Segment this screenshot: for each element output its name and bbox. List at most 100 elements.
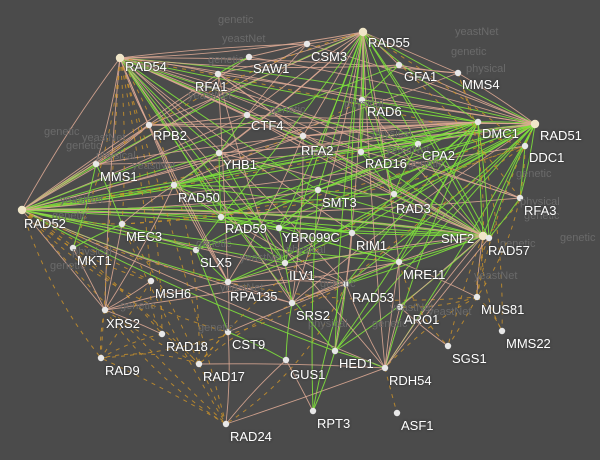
edge-physical[interactable]	[217, 73, 229, 283]
edge-physical[interactable]	[361, 99, 484, 237]
edge-coexpression[interactable]	[284, 123, 536, 264]
edge-coexpression[interactable]	[519, 123, 536, 199]
node-label-mms4[interactable]: MMS4	[462, 77, 500, 92]
node-label-mms1[interactable]: MMS1	[100, 169, 138, 184]
edge-coexpression[interactable]	[218, 152, 286, 264]
node-rad17[interactable]	[195, 360, 203, 368]
edge-predicted[interactable]	[119, 57, 152, 282]
node-mre11[interactable]	[395, 258, 403, 266]
node-label-ddc1[interactable]: DDC1	[529, 150, 565, 165]
node-xrs2[interactable]	[101, 306, 109, 314]
edge-physical[interactable]	[291, 235, 484, 304]
edge-physical[interactable]	[384, 306, 401, 369]
edge-coexpression[interactable]	[393, 143, 419, 195]
node-ddc1[interactable]	[521, 142, 529, 150]
node-label-mus81[interactable]: MUS81	[481, 302, 525, 317]
node-label-rad57[interactable]: RAD57	[488, 243, 530, 258]
node-label-rfa1[interactable]: RFA1	[195, 79, 228, 94]
edge-physical[interactable]	[334, 283, 347, 352]
node-label-rim1[interactable]: RIM1	[356, 238, 388, 253]
node-ilv1[interactable]	[281, 259, 289, 267]
node-label-rad51[interactable]: RAD51	[540, 128, 582, 143]
edge-physical[interactable]	[173, 135, 304, 186]
edge-physical[interactable]	[227, 281, 293, 304]
edge-coexpression[interactable]	[317, 189, 395, 195]
edge-physical[interactable]	[291, 283, 347, 304]
edge-physical[interactable]	[362, 31, 459, 74]
node-slx5[interactable]	[192, 246, 200, 254]
edge-coexpression[interactable]	[220, 216, 353, 234]
node-rfa2[interactable]	[299, 132, 307, 140]
node-label-rad53[interactable]: RAD53	[352, 290, 394, 305]
edge-coexpression[interactable]	[284, 262, 293, 304]
edge-coexpression[interactable]	[119, 57, 419, 145]
node-rad57[interactable]	[485, 234, 493, 242]
node-aro1[interactable]	[396, 303, 404, 311]
edge-coexpression[interactable]	[345, 121, 479, 285]
node-msh6[interactable]	[147, 277, 155, 285]
edge-coexpression[interactable]	[220, 31, 364, 218]
edge-physical[interactable]	[104, 281, 229, 311]
edge-coexpression[interactable]	[119, 57, 336, 352]
edge-physical[interactable]	[104, 261, 400, 311]
node-label-msh6[interactable]: MSH6	[155, 286, 192, 301]
edge-predicted[interactable]	[447, 296, 478, 347]
edge-coexpression[interactable]	[351, 121, 479, 234]
node-rdh54[interactable]	[381, 364, 389, 372]
edge-coexpression[interactable]	[488, 123, 536, 239]
node-label-rad24[interactable]: RAD24	[230, 429, 272, 444]
edge-physical[interactable]	[119, 57, 347, 285]
edge-physical[interactable]	[104, 280, 152, 311]
edge-coexpression[interactable]	[360, 151, 395, 195]
edge-predicted[interactable]	[150, 280, 163, 335]
edge-coexpression[interactable]	[317, 189, 484, 237]
edge-coexpression[interactable]	[345, 123, 536, 285]
edge-predicted[interactable]	[104, 309, 200, 365]
node-label-rad16[interactable]: RAD16	[365, 156, 407, 171]
edge-physical[interactable]	[198, 363, 386, 369]
edge-physical[interactable]	[227, 279, 347, 285]
node-ctf4[interactable]	[243, 111, 251, 119]
node-csm3[interactable]	[303, 40, 311, 48]
node-label-rdh54[interactable]: RDH54	[389, 373, 432, 388]
edge-coexpression[interactable]	[398, 123, 536, 263]
node-sgs1[interactable]	[444, 342, 452, 350]
edge-predicted[interactable]	[476, 145, 526, 298]
edge-coexpression[interactable]	[173, 184, 319, 191]
edge-coexpression[interactable]	[218, 114, 248, 154]
node-rad51[interactable]	[530, 119, 540, 129]
node-rpb2[interactable]	[145, 121, 153, 129]
edge-coexpression[interactable]	[334, 123, 536, 352]
edge-physical[interactable]	[248, 43, 308, 58]
edge-physical[interactable]	[384, 235, 484, 369]
node-rad55[interactable]	[358, 27, 368, 37]
edge-coexpression[interactable]	[345, 235, 484, 285]
edge-predicted[interactable]	[119, 57, 227, 425]
node-rad52[interactable]	[17, 205, 27, 215]
edge-physical[interactable]	[119, 57, 386, 369]
edge-predicted[interactable]	[119, 57, 125, 225]
edge-predicted[interactable]	[119, 57, 526, 147]
edge-physical[interactable]	[21, 43, 308, 211]
edge-predicted[interactable]	[72, 57, 121, 249]
node-saw1[interactable]	[245, 53, 253, 61]
edge-coexpression[interactable]	[173, 184, 484, 237]
node-rad54[interactable]	[115, 53, 125, 63]
edge-coexpression[interactable]	[21, 209, 286, 264]
edge-physical[interactable]	[148, 31, 364, 126]
edge-coexpression[interactable]	[227, 262, 286, 283]
edge-physical[interactable]	[173, 184, 347, 285]
edge-coexpression[interactable]	[195, 249, 229, 333]
node-label-rad18[interactable]: RAD18	[166, 339, 208, 354]
edge-coexpression[interactable]	[312, 350, 336, 412]
edge-physical[interactable]	[218, 31, 364, 154]
edge-coexpression[interactable]	[361, 99, 479, 123]
node-mec3[interactable]	[118, 220, 126, 228]
node-label-aro1[interactable]: ARO1	[404, 312, 440, 327]
node-label-hed1[interactable]: HED1	[339, 356, 374, 371]
edge-predicted[interactable]	[121, 223, 200, 365]
node-label-ilv1[interactable]: ILV1	[289, 268, 315, 283]
node-label-gus1[interactable]: GUS1	[290, 367, 326, 382]
edge-physical[interactable]	[119, 57, 362, 153]
node-rad50[interactable]	[170, 181, 178, 189]
